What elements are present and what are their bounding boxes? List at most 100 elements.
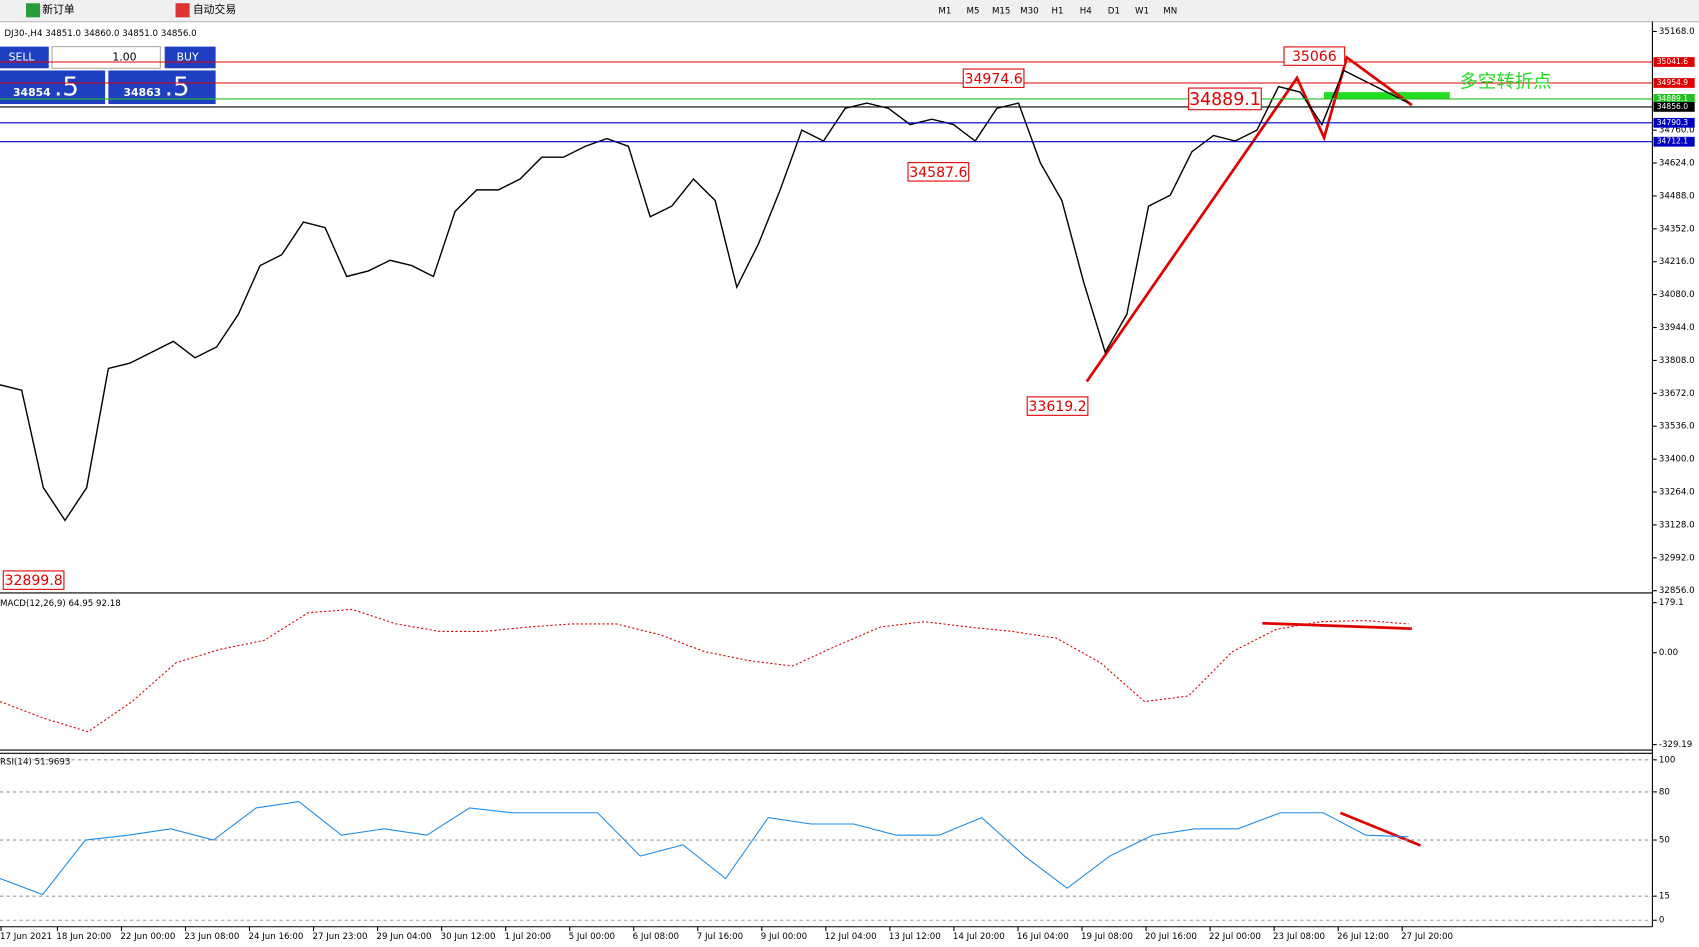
x-tick-label: 30 Jun 12:00 — [441, 932, 496, 942]
price-level-label: 34889.1 — [1657, 94, 1689, 103]
bid-price-tail[interactable]: .5 — [54, 72, 79, 102]
x-tick-label: 27 Jul 20:00 — [1401, 932, 1453, 942]
price-level-label: 35041.6 — [1657, 57, 1689, 66]
y-tick-label: 34080.0 — [1659, 290, 1695, 300]
price-level-label: 34954.9 — [1657, 78, 1689, 87]
x-tick-label: 27 Jun 23:00 — [312, 932, 367, 942]
price-annotation-box — [907, 162, 970, 182]
y-tick-label: 33808.0 — [1659, 356, 1695, 366]
y-tick-label: 80 — [1659, 787, 1670, 797]
series-line — [0, 69, 1409, 522]
price-annotation-box — [2, 570, 65, 590]
x-tick-label: 22 Jul 00:00 — [1209, 932, 1261, 942]
y-tick-label: 15 — [1659, 892, 1670, 902]
price-level-tag — [1653, 78, 1695, 88]
x-tick-label: 9 Jul 00:00 — [761, 932, 807, 942]
timeframe-button[interactable]: M5 — [967, 6, 980, 16]
price-annotation-box — [1188, 87, 1262, 111]
price-level-label: 34856.0 — [1657, 102, 1689, 111]
price-annotation: 33619.2 — [1028, 399, 1086, 415]
x-tick-label: 29 Jun 04:00 — [377, 932, 432, 942]
ask-price[interactable]: 34863 — [124, 86, 162, 99]
x-tick-label: 14 Jul 20:00 — [953, 932, 1005, 942]
y-tick-label: 33672.0 — [1659, 389, 1695, 399]
x-tick-label: 16 Jul 04:00 — [1017, 932, 1069, 942]
price-annotation: 32899.8 — [4, 573, 62, 589]
x-tick-label: 17 Jun 2021 — [0, 932, 52, 942]
auto-trading-icon[interactable] — [175, 3, 190, 18]
x-tick-label: 13 Jul 12:00 — [889, 932, 941, 942]
y-tick-label: 34624.0 — [1659, 159, 1695, 169]
macd-arrow — [1262, 621, 1412, 631]
x-tick-label: 5 Jul 00:00 — [569, 932, 615, 942]
signal-line — [0, 608, 1409, 733]
timeframe-button[interactable]: M30 — [1020, 6, 1038, 16]
y-tick-label: 100 — [1659, 755, 1676, 765]
ask-price-tail[interactable]: .5 — [165, 72, 190, 102]
price-level-label: 34712.1 — [1657, 137, 1689, 146]
timeframe-button[interactable]: M1 — [938, 6, 951, 16]
auto-trading-button[interactable]: 自动交易 — [193, 2, 236, 16]
price-level-tag — [1653, 94, 1695, 104]
new-order-icon[interactable] — [26, 3, 41, 18]
x-tick-label: 18 Jun 20:00 — [56, 932, 111, 942]
y-tick-label: 50 — [1659, 836, 1670, 846]
trend-arrow — [1085, 55, 1413, 383]
y-tick-label: 0 — [1659, 916, 1665, 926]
y-tick-label: 35168.0 — [1659, 27, 1695, 37]
x-tick-label: 23 Jun 08:00 — [184, 932, 239, 942]
x-tick-label: 23 Jul 08:00 — [1273, 932, 1325, 942]
y-tick-label: 32992.0 — [1659, 553, 1695, 563]
price-level-tag — [1653, 102, 1695, 112]
y-tick-label: 34760.0 — [1659, 126, 1695, 136]
rsi-title: RSI(14) 51.9693 — [0, 757, 70, 767]
sell-button[interactable] — [0, 46, 49, 69]
x-tick-label: 20 Jul 16:00 — [1145, 932, 1197, 942]
y-tick-label: 34352.0 — [1659, 224, 1695, 234]
timeframe-button[interactable]: H1 — [1052, 6, 1064, 16]
timeframe-button[interactable]: H4 — [1080, 6, 1093, 16]
buy-button[interactable] — [164, 46, 216, 69]
lot-value[interactable]: 1.00 — [112, 50, 136, 63]
y-tick-label: -329.19 — [1659, 740, 1692, 750]
y-tick-label: 34488.0 — [1659, 191, 1695, 201]
price-annotation: 34974.6 — [965, 71, 1023, 87]
y-tick-label: 33264.0 — [1659, 488, 1695, 498]
price-annotation: 35066 — [1292, 49, 1337, 65]
buy-label[interactable]: BUY — [177, 50, 199, 63]
timeframe-button[interactable]: M15 — [992, 6, 1010, 16]
lot-input[interactable] — [51, 46, 161, 69]
bid-price[interactable]: 34854 — [13, 86, 51, 99]
sell-label[interactable]: SELL — [9, 50, 35, 63]
y-tick-label: 0.00 — [1659, 648, 1678, 658]
drawn-arrows — [1085, 55, 1422, 847]
x-tick-label: 12 Jul 04:00 — [825, 932, 877, 942]
chart-title: DJ30-,H4 34851.0 34860.0 34851.0 34856.0 — [4, 29, 196, 39]
y-tick-label: 33944.0 — [1659, 323, 1695, 333]
price-annotation-box — [1283, 46, 1346, 66]
x-tick-label: 6 Jul 08:00 — [633, 932, 679, 942]
x-tick-label: 7 Jul 16:00 — [697, 932, 743, 942]
toolbar — [0, 0, 1699, 22]
price-level-label: 34790.3 — [1657, 118, 1689, 127]
timeframe-button[interactable]: MN — [1163, 6, 1177, 16]
price-annotation: 34889.1 — [1189, 90, 1261, 110]
highlight-bar — [1324, 92, 1450, 99]
y-tick-label: 32856.0 — [1659, 586, 1695, 596]
y-tick-label: 33400.0 — [1659, 455, 1695, 465]
price-annotation-box — [962, 68, 1025, 88]
price-annotation: 34587.6 — [909, 165, 967, 181]
y-tick-label: 33536.0 — [1659, 422, 1695, 432]
x-tick-label: 24 Jun 16:00 — [248, 932, 303, 942]
price-level-tag — [1653, 57, 1695, 67]
x-tick-label: 19 Jul 08:00 — [1081, 932, 1133, 942]
new-order-button[interactable]: 新订单 — [42, 2, 75, 16]
price-level-tag — [1653, 136, 1695, 147]
x-tick-label: 1 Jul 20:00 — [505, 932, 551, 942]
y-tick-label: 179.1 — [1659, 598, 1684, 608]
timeframe-button[interactable]: W1 — [1135, 6, 1149, 16]
timeframe-bar: M1 M5 M15 M30 H1 H4 D1 W1 MN — [938, 6, 1177, 16]
timeframe-button[interactable]: D1 — [1108, 6, 1120, 16]
